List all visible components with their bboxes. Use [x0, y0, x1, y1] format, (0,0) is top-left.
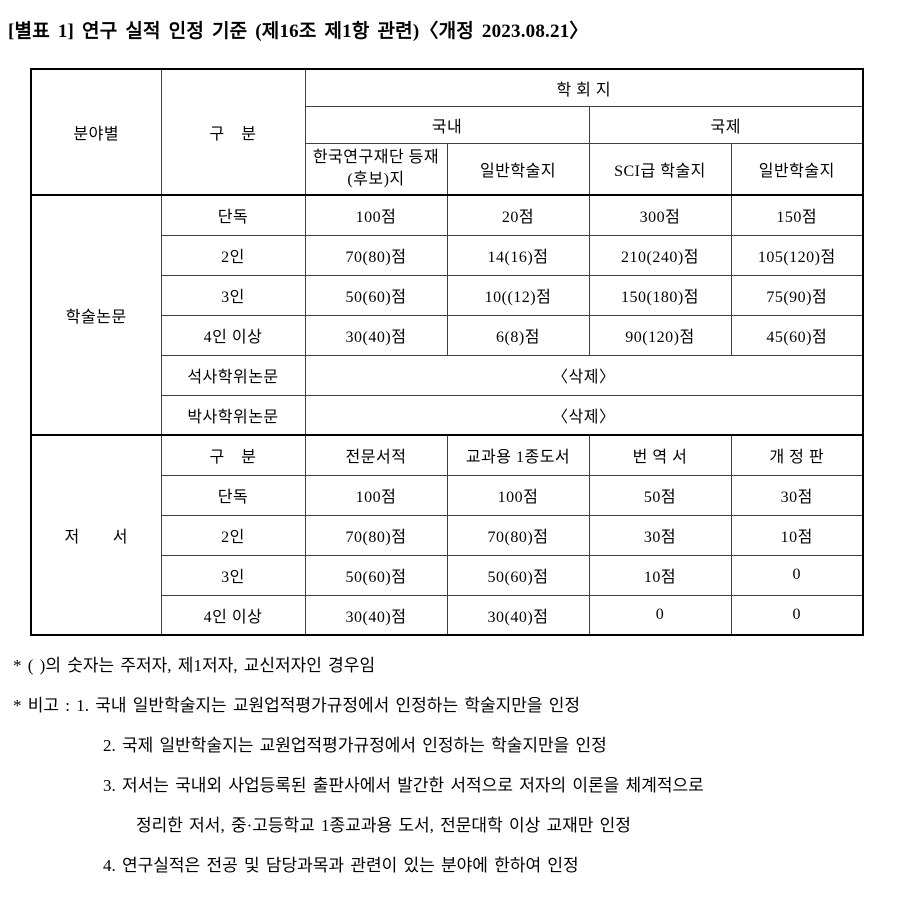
header-cell-general-intl: 일반학술지: [730, 142, 864, 196]
row-label: 단독: [160, 194, 306, 236]
row-label: 4인 이상: [160, 594, 306, 636]
row-label: 단독: [160, 474, 306, 516]
header-cell-domestic: 국내: [304, 105, 590, 144]
value-cell: 0: [730, 594, 864, 636]
row-label: 3인: [160, 274, 306, 316]
criteria-table: 분야별 구 분 학 회 지 국내 국제 한국연구재단 등재(후보)지 일반학술지…: [30, 68, 865, 636]
papers-row-doctoral: 박사학위논문 〈삭제〉: [31, 394, 864, 436]
papers-row-4plus: 4인 이상 30(40)점 6(8)점 90(120)점 45(60)점: [31, 314, 864, 356]
row-label: 구 분: [160, 434, 306, 476]
papers-row-solo: 학술논문 단독 100점 20점 300점 150점: [30, 194, 864, 436]
value-cell: 50점: [588, 474, 732, 516]
value-cell: 10점: [588, 554, 732, 596]
footnote-line: 2. 국제 일반학술지는 교원업적평가규정에서 인정하는 학술지만을 인정: [103, 736, 607, 755]
header-row-3: 한국연구재단 등재(후보)지 일반학술지 SCI급 학술지 일반학술지: [31, 142, 864, 196]
value-cell: 30(40)점: [304, 314, 448, 356]
row-label: 2인: [160, 514, 306, 556]
section-label-books: 저 서: [30, 434, 162, 636]
books-row-solo: 단독 100점 100점 50점 30점: [31, 474, 864, 516]
value-cell: 20점: [446, 194, 590, 236]
value-cell: 30점: [588, 514, 732, 556]
value-cell: 50(60)점: [446, 554, 590, 596]
header-cell-field: 분야별: [30, 68, 162, 196]
row-label: 박사학위논문: [160, 394, 306, 436]
value-cell: 210(240)점: [588, 234, 732, 276]
value-cell: 90(120)점: [588, 314, 732, 356]
header-cell-journal-group: 학 회 지: [304, 68, 864, 107]
header-cell-textbook: 교과용 1종도서: [446, 434, 590, 476]
header-cell-general-domestic: 일반학술지: [446, 142, 590, 196]
value-cell: 300점: [588, 194, 732, 236]
value-cell: 10((12)점: [446, 274, 590, 316]
footnote-line: 정리한 저서, 중·고등학교 1종교과용 도서, 전문대학 이상 교재만 인정: [136, 816, 631, 835]
row-label: 4인 이상: [160, 314, 306, 356]
value-cell: 14(16)점: [446, 234, 590, 276]
document-title: [별표 1] 연구 실적 인정 기준 (제16조 제1항 관련)〈개정 2023…: [8, 21, 589, 42]
books-row-2: 2인 70(80)점 70(80)점 30점 10점: [31, 514, 864, 556]
value-cell: 30점: [730, 474, 864, 516]
header-cell-specialty-book: 전문서적: [304, 434, 448, 476]
header-cell-category: 구 분: [160, 68, 306, 196]
header-cell-revision: 개 정 판: [730, 434, 864, 476]
value-cell: 70(80)점: [304, 234, 448, 276]
books-subheader-row: 저 서 구 분 전문서적 교과용 1종도서 번 역 서 개 정 판: [30, 434, 864, 636]
value-cell: 0: [730, 554, 864, 596]
value-cell: 30(40)점: [304, 594, 448, 636]
value-cell: 75(90)점: [730, 274, 864, 316]
row-label: 석사학위논문: [160, 354, 306, 396]
value-cell: 70(80)점: [446, 514, 590, 556]
value-cell: 30(40)점: [446, 594, 590, 636]
header-cell-krf: 한국연구재단 등재(후보)지: [304, 142, 448, 196]
value-cell: 100점: [304, 474, 448, 516]
value-cell: 70(80)점: [304, 514, 448, 556]
value-cell: 10점: [730, 514, 864, 556]
value-cell: 50(60)점: [304, 274, 448, 316]
footnote-line: * ( )의 숫자는 주저자, 제1저자, 교신저자인 경우임: [13, 656, 376, 675]
footnote-line: * 비고 : 1. 국내 일반학술지는 교원업적평가규정에서 인정하는 학술지만…: [13, 696, 581, 715]
papers-row-masters: 석사학위논문 〈삭제〉: [31, 354, 864, 396]
value-cell: 100점: [446, 474, 590, 516]
footnote-line: 4. 연구실적은 전공 및 담당과목과 관련이 있는 분야에 한하여 인정: [103, 856, 579, 875]
value-cell: 150점: [730, 194, 864, 236]
value-cell: 150(180)점: [588, 274, 732, 316]
deleted-cell: 〈삭제〉: [304, 354, 864, 396]
section-label-papers: 학술논문: [30, 194, 162, 436]
footnotes: * ( )의 숫자는 주저자, 제1저자, 교신저자인 경우임 * 비고 : 1…: [0, 646, 906, 886]
row-label: 2인: [160, 234, 306, 276]
header-cell-translation: 번 역 서: [588, 434, 732, 476]
deleted-cell: 〈삭제〉: [304, 394, 864, 436]
value-cell: 50(60)점: [304, 554, 448, 596]
value-cell: 6(8)점: [446, 314, 590, 356]
books-row-4plus: 4인 이상 30(40)점 30(40)점 0 0: [31, 594, 864, 636]
value-cell: 45(60)점: [730, 314, 864, 356]
value-cell: 105(120)점: [730, 234, 864, 276]
header-cell-international: 국제: [588, 105, 864, 144]
row-label: 3인: [160, 554, 306, 596]
header-cell-sci: SCI급 학술지: [588, 142, 732, 196]
value-cell: 100점: [304, 194, 448, 236]
footnote-line: 3. 저서는 국내외 사업등록된 출판사에서 발간한 서적으로 저자의 이론을 …: [103, 776, 704, 795]
header-row-2: 국내 국제: [31, 105, 864, 144]
value-cell: 0: [588, 594, 732, 636]
header-row-1: 분야별 구 분 학 회 지: [30, 68, 864, 196]
